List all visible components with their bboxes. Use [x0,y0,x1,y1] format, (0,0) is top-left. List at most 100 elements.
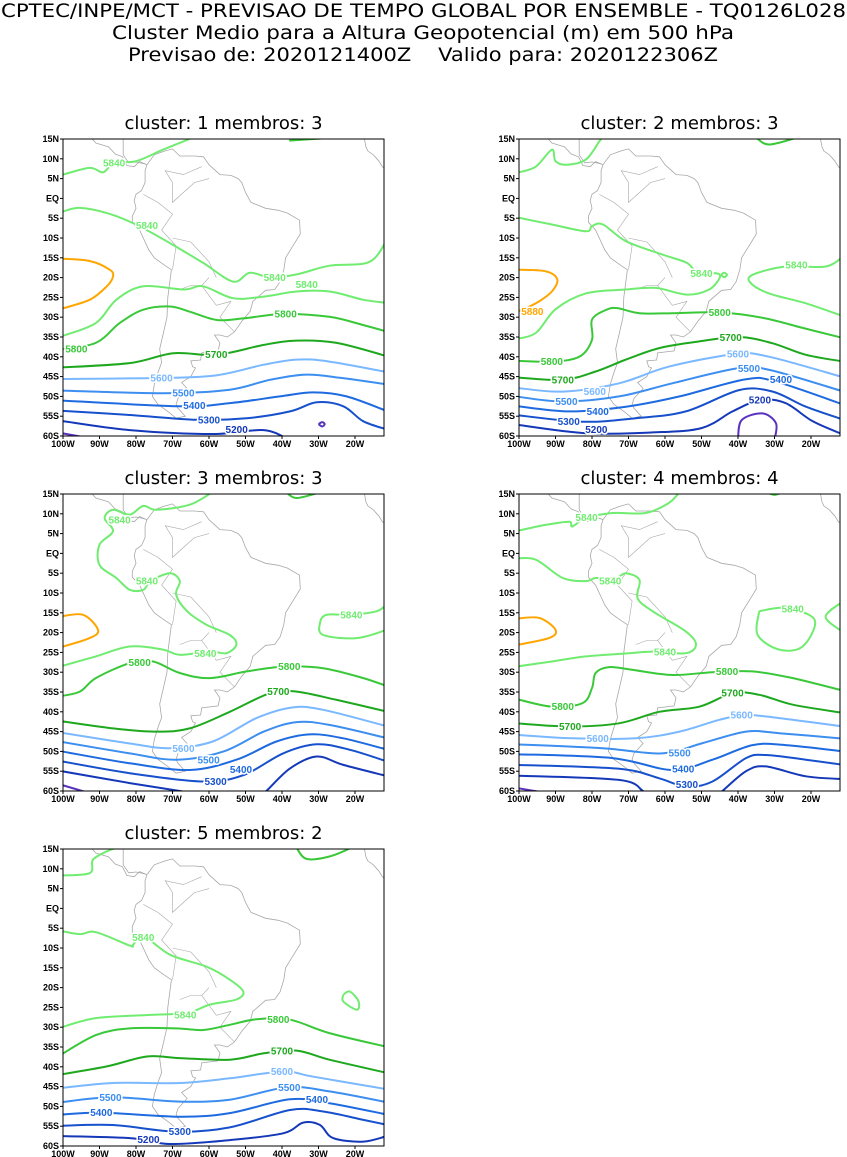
contour-5500 [63,720,384,761]
contour-5600 [519,352,840,393]
contour-5800 [767,494,782,496]
lat-tick-label: 50S [43,391,59,401]
lat-tick-label: 30S [43,312,59,322]
contour-label-5840: 5840 [132,933,155,944]
contour-5200 [63,1121,384,1146]
contour-5800 [63,659,384,697]
map-panel-cluster-3: cluster: 3 membros: 3 15N 10N 5N EQ 5S 10S 15S 2… [42,468,385,804]
contour-label-5800: 5800 [552,702,575,713]
contour-label-5840: 5840 [599,577,622,588]
coastlines [91,849,384,1129]
lat-tick-label: 10S [43,588,59,598]
contour-label-5700: 5700 [271,1046,294,1057]
contour-label-5800: 5800 [129,658,152,669]
contour-label-5400: 5400 [183,401,206,412]
contour-5200 [264,755,384,791]
lat-tick-label: 20S [43,983,59,993]
contour-labels: 5840 5840 5800 5700 5600 5500 5500 5400 5400 5300… [89,931,330,1147]
contour-5840 [519,494,680,532]
coastline [131,503,301,774]
contour-5800 [519,306,840,363]
coastline [820,139,840,169]
lat-tick-label: 50S [43,1101,59,1111]
contour-label-5300: 5300 [169,1127,192,1138]
contour-label-5800: 5800 [267,1015,290,1026]
lon-tick-label: 40W [273,794,292,804]
lat-tick-label: 45S [43,372,59,382]
coastline [131,148,301,419]
lon-tick-label: 100W [51,439,75,449]
coastlines [91,494,384,774]
lat-tick-label: 15S [43,608,59,618]
lat-tick-label: 15N [498,134,515,144]
contour-label-5500: 5500 [278,1083,301,1094]
lat-tick-label: 20S [43,273,59,283]
contour-5700 [63,339,384,369]
contour-label-5200: 5200 [585,425,608,436]
lat-tick-label: 45S [499,727,515,737]
country-border [164,166,210,204]
lat-tick-label: EQ [502,548,515,558]
contour-5840 [720,271,728,279]
lon-tick-label: 90W [90,439,109,449]
lon-tick-label: 20W [346,439,365,449]
lat-tick-label: 10S [499,233,515,243]
lat-tick-label: 45S [43,727,59,737]
lat-tick-label: 5S [504,213,515,223]
contour-label-5500: 5500 [197,756,220,767]
map-panel-cluster-5: cluster: 5 membros: 2 15N 10N 5N EQ 5S 10S 15S 2… [42,823,385,1157]
coastline [578,139,602,165]
contour-label-5700: 5700 [559,722,582,733]
contour-5840 [824,602,840,632]
contour-label-5840: 5840 [690,269,713,280]
lat-tick-label: 10N [42,154,59,164]
contour-5840 [63,139,193,176]
contour-label-5400: 5400 [90,1108,113,1119]
lat-tick-label: 40S [499,707,515,717]
lat-tick-label: 50S [43,746,59,756]
contour-5800 [519,665,840,708]
contour-label-5800: 5800 [709,308,732,319]
contour-label-5200: 5200 [749,395,772,406]
lat-tick-label: 40S [499,352,515,362]
lat-tick-label: 55S [499,411,515,421]
coastline [547,139,604,168]
lon-tick-label: 30W [309,1149,328,1157]
contour-label-5500: 5500 [99,1093,122,1104]
lat-tick-label: 25S [499,292,515,302]
contour-5880 [519,616,558,646]
lat-tick-label: EQ [46,548,59,558]
lon-tick-label: 90W [546,794,565,804]
coastlines [91,139,384,419]
lat-tick-label: 15S [43,253,59,263]
contour-label-5300: 5300 [676,780,699,791]
contour-5600 [63,705,384,750]
map-frame [518,493,841,792]
lat-tick-label: 5N [503,174,515,184]
lat-tick-label: 40S [43,707,59,717]
lat-tick-label: 20S [499,273,515,283]
contour-label-5400: 5400 [230,765,253,776]
country-border [657,632,691,688]
lat-tick-label: 10S [43,943,59,953]
contour-label-5880: 5880 [521,307,544,318]
lon-tick-label: 50W [236,1149,255,1157]
contour-label-5800: 5800 [716,667,739,678]
contour-5200 [720,765,840,791]
lat-tick-label: 15N [42,844,59,854]
country-border [201,277,235,333]
coastline [364,139,384,169]
contour-label-5840: 5840 [575,513,598,524]
coastline [588,503,757,774]
lat-tick-label: 25S [43,1002,59,1012]
coastline [820,494,840,524]
contour-5840 [755,606,817,652]
lon-tick-label: 80W [127,439,146,449]
contour-label-5840: 5840 [785,260,808,271]
lat-tick-label: 10N [498,509,515,519]
contour-5840 [63,849,117,877]
lon-tick-label: 100W [507,439,531,449]
map-frame [518,138,841,437]
lat-tick-label: 5N [47,529,59,539]
